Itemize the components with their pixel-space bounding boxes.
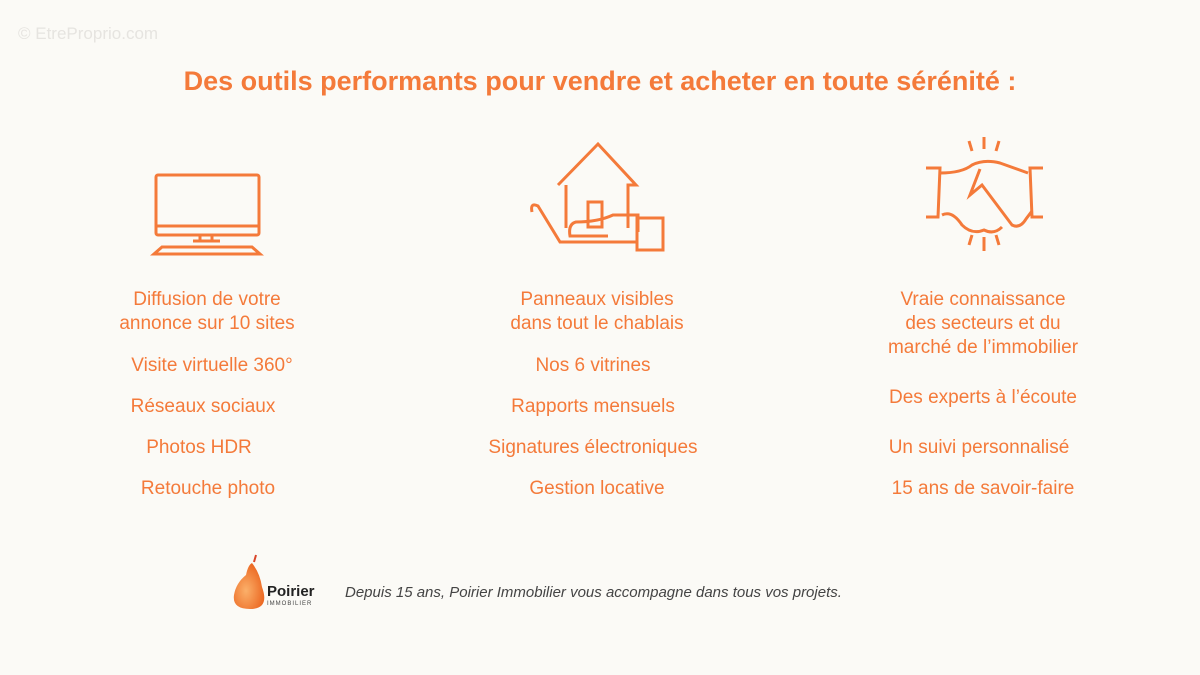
handshake-icon (926, 137, 1043, 251)
feature-item: Panneaux visibles dans tout le chablais (510, 289, 684, 334)
feature-item: Réseaux sociaux (130, 396, 276, 417)
feature-item: Des experts à l’écoute (889, 387, 1077, 408)
tagline: Depuis 15 ans, Poirier Immobilier vous a… (345, 584, 842, 601)
feature-item: Gestion locative (529, 478, 665, 499)
feature-item: Un suivi personnalisé (888, 437, 1070, 458)
logo-sub: IMMOBILIER (267, 601, 313, 607)
feature-item: Rapports mensuels (511, 396, 675, 417)
feature-item: Vraie connaissance des secteurs et du ma… (887, 289, 1079, 358)
feature-item: Signatures électroniques (488, 437, 698, 458)
page-title: Des outils performants pour vendre et ac… (183, 66, 1017, 96)
house-in-hand-icon (530, 141, 665, 252)
feature-item: Retouche photo (140, 478, 276, 499)
feature-item: Nos 6 vitrines (535, 355, 651, 376)
pear-icon (233, 554, 265, 609)
feature-item: Visite virtuelle 360° (131, 355, 293, 376)
monitor-icon (150, 173, 264, 256)
poirier-logo: Poirier IMMOBILIER (230, 553, 330, 613)
feature-item: Diffusion de votre annonce sur 10 sites (119, 289, 295, 334)
feature-item: Photos HDR (146, 437, 252, 458)
logo-name: Poirier (267, 583, 315, 600)
feature-item: 15 ans de savoir-faire (891, 478, 1075, 499)
watermark: © EtreProprio.com (18, 24, 159, 43)
